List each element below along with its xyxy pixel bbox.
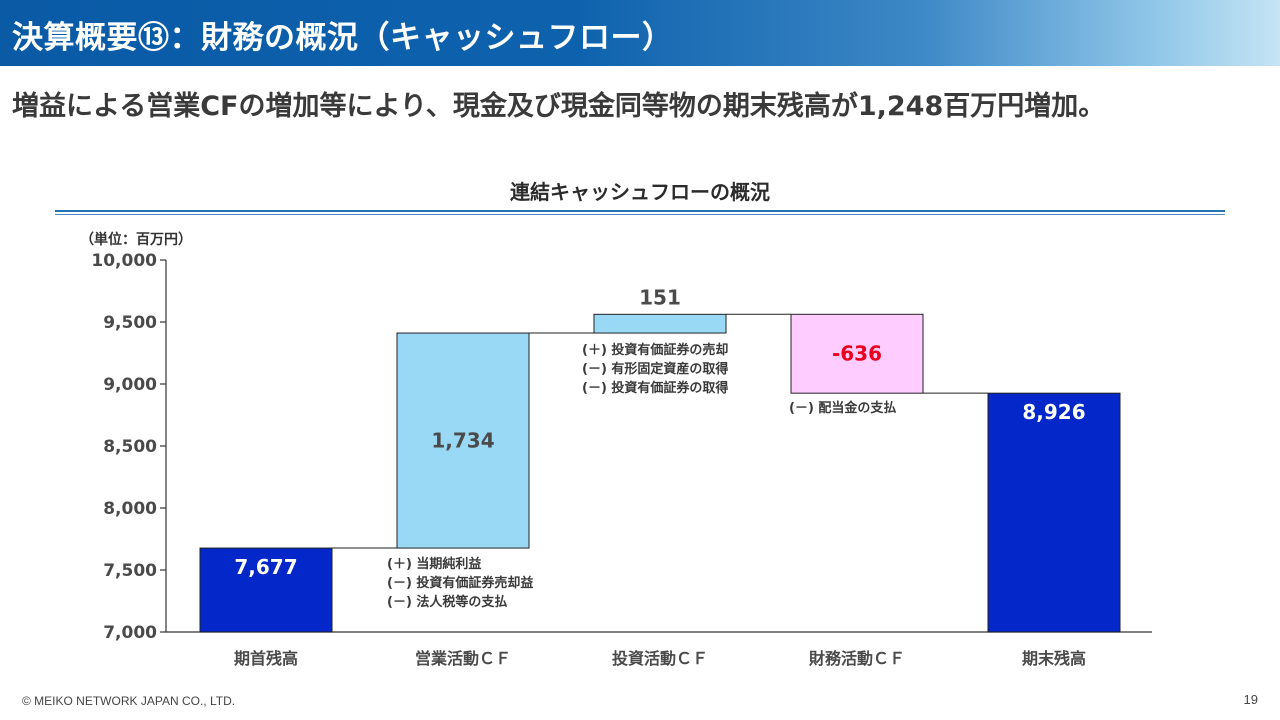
x-category-label: 営業活動ＣＦ [415, 649, 511, 668]
unit-label: （単位：百万円） [80, 232, 192, 248]
slide-title: 決算概要⑬：財務の概況（キャッシュフロー） [12, 20, 674, 56]
y-tick-label: 8,000 [103, 499, 157, 519]
bar-5 [987, 392, 1121, 633]
bar-2 [396, 332, 530, 549]
page-number: 19 [1243, 692, 1258, 707]
y-tick-label: 9,500 [103, 313, 157, 333]
bar-note-line: (＋) 当期純利益 [387, 556, 481, 572]
y-tick-label: 7,500 [103, 561, 157, 581]
bar-note-line: (－) 投資有価証券売却益 [387, 575, 533, 591]
bar-value-label: 151 [639, 285, 681, 309]
x-category-label: 期首残高 [234, 649, 298, 668]
bar-value-label: 8,926 [1022, 400, 1085, 424]
y-tick-label: 9,000 [103, 375, 157, 395]
x-category-label: 投資活動ＣＦ [612, 649, 708, 668]
bar-value-label: 1,734 [431, 429, 494, 453]
bar-4 [790, 313, 924, 394]
title-rule-bottom [55, 214, 1225, 215]
title-bar: 決算概要⑬：財務の概況（キャッシュフロー） [0, 0, 1280, 66]
title-rule-top [55, 210, 1225, 212]
headline: 増益による営業CFの増加等により、現金及び現金同等物の期末残高が1,248百万円… [12, 91, 1106, 122]
chart-title: 連結キャッシュフローの概況 [510, 180, 770, 204]
bar-note-line: (－) 有形固定資産の取得 [582, 361, 728, 377]
bar-1 [199, 547, 333, 633]
copyright: © MEIKO NETWORK JAPAN CO., LTD. [22, 694, 236, 708]
y-tick-label: 8,500 [103, 437, 157, 457]
y-tick-label: 7,000 [103, 623, 157, 643]
bar-note-line: (－) 配当金の支払 [789, 400, 896, 416]
x-category-label: 財務活動ＣＦ [809, 649, 905, 668]
bar-note-line: (－) 法人税等の支払 [387, 594, 507, 610]
x-category-label: 期末残高 [1022, 649, 1086, 668]
bar-3 [593, 313, 727, 334]
bar-note-line: (＋) 投資有価証券の売却 [582, 342, 728, 358]
bar-note-line: (－) 投資有価証券の取得 [582, 380, 728, 396]
bar-value-label: -636 [832, 342, 882, 366]
y-tick-label: 10,000 [91, 251, 157, 271]
bar-value-label: 7,677 [234, 555, 297, 579]
